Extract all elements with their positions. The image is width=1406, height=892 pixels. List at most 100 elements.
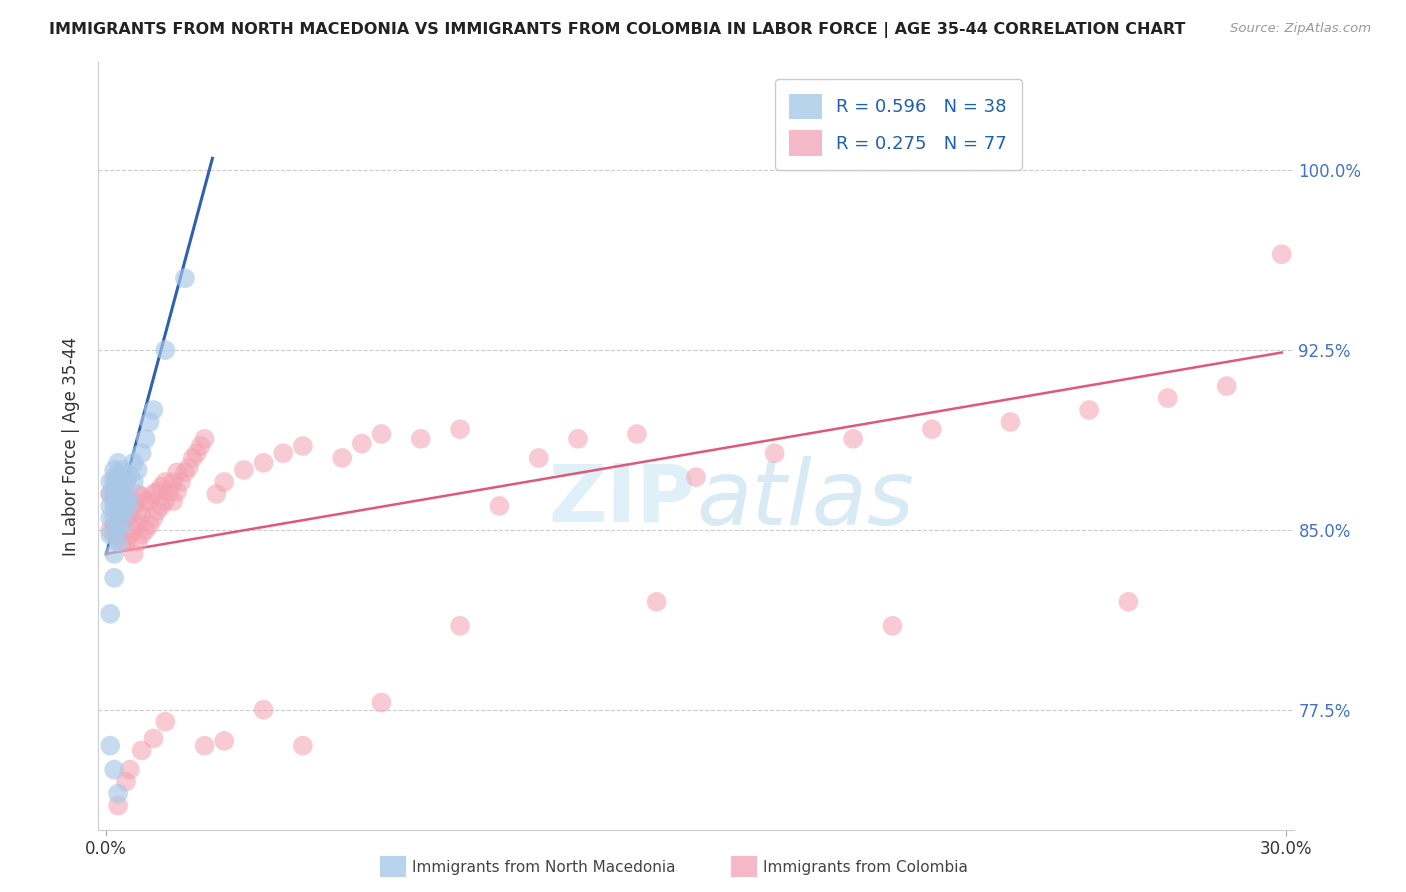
Point <box>166 466 188 480</box>
Point <box>645 595 668 609</box>
Point <box>98 487 121 501</box>
Point <box>685 470 707 484</box>
Point <box>370 427 392 442</box>
Point <box>131 743 153 757</box>
Point <box>111 518 134 533</box>
Point <box>98 739 121 753</box>
Point <box>142 731 165 746</box>
Point <box>107 787 129 801</box>
Point <box>252 456 274 470</box>
Point <box>1118 595 1140 609</box>
Point <box>103 494 125 508</box>
Point <box>146 484 169 499</box>
Point <box>107 798 129 813</box>
Point <box>146 504 169 518</box>
Point <box>98 527 121 541</box>
Point <box>186 446 208 460</box>
Point <box>98 487 121 501</box>
Point <box>142 403 165 417</box>
Point <box>1157 391 1180 405</box>
Point <box>111 508 134 523</box>
Point <box>193 739 215 753</box>
Point <box>232 463 254 477</box>
Point <box>1271 247 1294 261</box>
Point <box>330 450 353 465</box>
Point <box>103 518 125 533</box>
Point <box>115 774 138 789</box>
Point <box>131 489 153 503</box>
Point <box>103 487 125 501</box>
Point <box>98 499 121 513</box>
Point <box>155 475 177 489</box>
Point <box>155 343 177 357</box>
Point <box>122 523 145 537</box>
Point <box>103 547 125 561</box>
Text: Immigrants from Colombia: Immigrants from Colombia <box>763 860 969 874</box>
Point <box>122 547 145 561</box>
Point <box>142 511 165 525</box>
Point <box>291 739 314 753</box>
Point <box>174 271 197 285</box>
Point <box>118 508 141 523</box>
Point <box>98 523 121 537</box>
Point <box>131 508 153 523</box>
Point <box>115 504 138 518</box>
Point <box>190 439 212 453</box>
Point <box>181 450 204 465</box>
Point <box>882 619 904 633</box>
Point <box>142 487 165 501</box>
Point <box>842 432 865 446</box>
Point <box>409 432 432 446</box>
Point <box>921 422 943 436</box>
Text: ZIP: ZIP <box>548 460 696 539</box>
Point <box>111 463 134 477</box>
Point <box>350 436 373 450</box>
Point <box>107 527 129 541</box>
Point <box>212 475 235 489</box>
Point <box>107 467 129 482</box>
Point <box>111 491 134 506</box>
Point <box>111 504 134 518</box>
Point <box>118 494 141 508</box>
Point <box>212 734 235 748</box>
Point <box>252 703 274 717</box>
Point <box>115 491 138 506</box>
Point <box>127 518 149 533</box>
Point <box>107 504 129 518</box>
Point <box>135 523 157 537</box>
Point <box>291 439 314 453</box>
Legend: R = 0.596   N = 38, R = 0.275   N = 77: R = 0.596 N = 38, R = 0.275 N = 77 <box>775 79 1022 170</box>
Point <box>131 446 153 460</box>
Point <box>127 534 149 549</box>
Point <box>103 475 125 489</box>
Point <box>135 494 157 508</box>
Text: IMMIGRANTS FROM NORTH MACEDONIA VS IMMIGRANTS FROM COLOMBIA IN LABOR FORCE | AGE: IMMIGRANTS FROM NORTH MACEDONIA VS IMMIG… <box>49 22 1185 38</box>
Point <box>103 511 125 525</box>
Point <box>162 494 184 508</box>
Point <box>98 475 121 489</box>
Point <box>107 475 129 489</box>
Point <box>449 422 471 436</box>
Point <box>107 494 129 508</box>
Point <box>193 432 215 446</box>
Point <box>138 415 160 429</box>
Point <box>162 475 184 489</box>
Point <box>118 467 141 482</box>
Point <box>115 475 138 489</box>
Point <box>1078 403 1101 417</box>
Point <box>115 491 138 506</box>
Point <box>98 511 121 525</box>
Text: Immigrants from North Macedonia: Immigrants from North Macedonia <box>412 860 675 874</box>
Point <box>155 714 177 729</box>
Point <box>98 607 121 621</box>
Point <box>138 518 160 533</box>
Point <box>107 480 129 494</box>
Point <box>122 456 145 470</box>
Point <box>103 763 125 777</box>
Point <box>118 491 141 506</box>
Point <box>107 508 129 523</box>
Point <box>157 484 180 499</box>
Point <box>122 499 145 513</box>
Point <box>103 499 125 513</box>
Point <box>107 534 129 549</box>
